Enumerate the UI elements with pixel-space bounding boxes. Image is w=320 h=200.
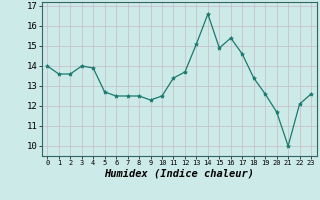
X-axis label: Humidex (Indice chaleur): Humidex (Indice chaleur) (104, 169, 254, 179)
